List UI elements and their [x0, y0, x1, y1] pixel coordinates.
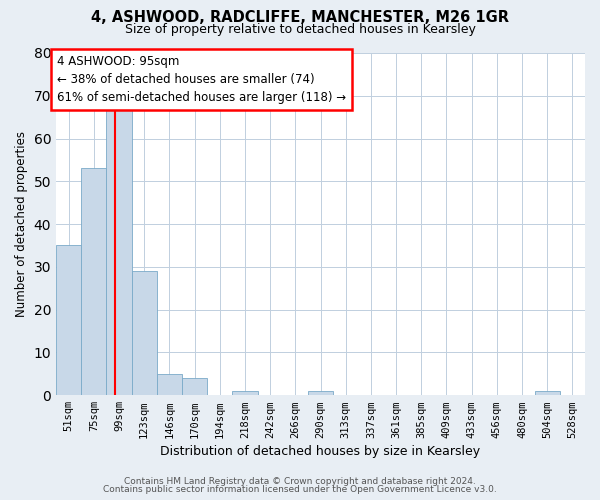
Text: Size of property relative to detached houses in Kearsley: Size of property relative to detached ho… — [125, 22, 475, 36]
Bar — [106, 108, 131, 395]
Text: 4 ASHWOOD: 95sqm
← 38% of detached houses are smaller (74)
61% of semi-detached : 4 ASHWOOD: 95sqm ← 38% of detached house… — [58, 55, 346, 104]
Y-axis label: Number of detached properties: Number of detached properties — [15, 131, 28, 317]
Bar — [56, 246, 81, 395]
Bar — [182, 378, 207, 395]
X-axis label: Distribution of detached houses by size in Kearsley: Distribution of detached houses by size … — [160, 444, 481, 458]
Bar — [81, 168, 106, 395]
Bar — [157, 374, 182, 395]
Text: Contains public sector information licensed under the Open Government Licence v3: Contains public sector information licen… — [103, 485, 497, 494]
Text: Contains HM Land Registry data © Crown copyright and database right 2024.: Contains HM Land Registry data © Crown c… — [124, 477, 476, 486]
Bar — [535, 391, 560, 395]
Bar — [232, 391, 257, 395]
Bar — [308, 391, 333, 395]
Text: 4, ASHWOOD, RADCLIFFE, MANCHESTER, M26 1GR: 4, ASHWOOD, RADCLIFFE, MANCHESTER, M26 1… — [91, 10, 509, 25]
Bar — [131, 271, 157, 395]
